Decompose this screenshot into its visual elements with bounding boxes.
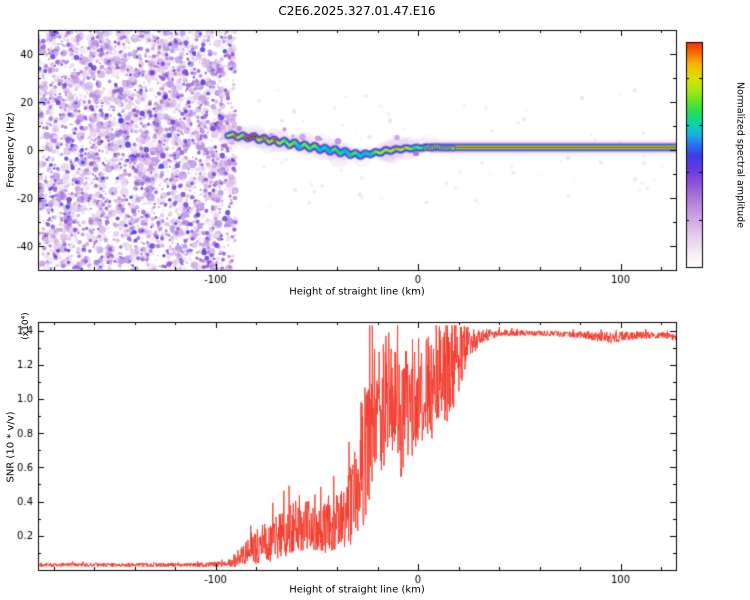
snr-x-axis-label: Height of straight line (km) <box>289 584 425 596</box>
plot-title: C2E6.2025.327.01.47.E16 <box>278 4 436 18</box>
spectrogram-x-axis-label: Height of straight line (km) <box>289 286 425 298</box>
snr-y-axis-scale-label: (x10⁴) <box>21 312 31 340</box>
colorbar-label: Normalized spectral amplitude <box>734 81 746 229</box>
spectrogram-y-axis-label: Frequency (Hz) <box>5 112 17 188</box>
snr-y-axis-label: SNR (10 * v/v) <box>5 411 17 483</box>
